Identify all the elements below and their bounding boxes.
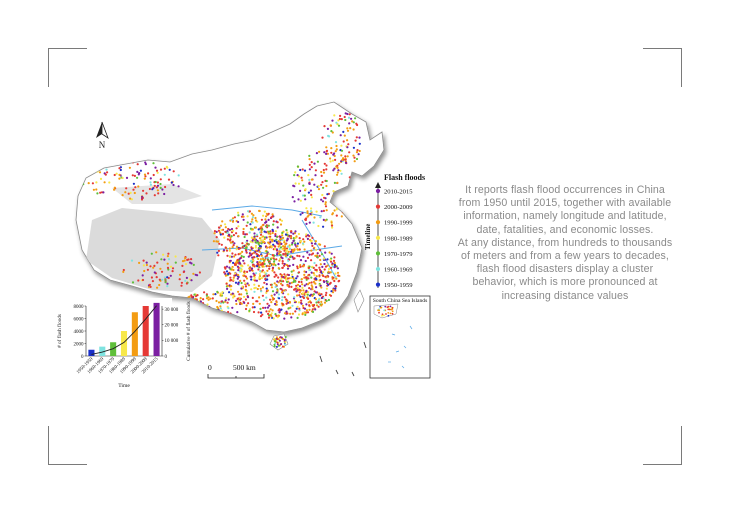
bar [120,331,128,356]
flash-flood-map-figure: N Flash floods Timeline 2010-2015 2000-20… [52,100,442,390]
y-right-tick-label: 20 000 [165,324,179,329]
legend-swatch [375,188,381,194]
frame-corner-top-right [643,48,682,87]
taiwan-island [353,289,365,313]
river-line [201,245,343,257]
hainan-flood-points [273,336,287,348]
legend-swatch [375,266,381,272]
timeline-arrow-icon [375,182,381,188]
legend-item-label: 2000-2009 [384,204,413,211]
bar [142,306,149,356]
inset-title: South China Sea Islands [373,298,428,304]
chart-ylabel: # of flash floods [56,314,63,348]
legend-title: Flash floods [384,173,425,182]
figure-caption: It reports flash flood occurrences in Ch… [456,184,674,303]
legend: Flash floods Timeline 2010-2015 2000-2009… [364,173,425,289]
y-tick-label: 2000 [74,342,85,347]
frame-corner-top-left [48,48,87,87]
y-tick-label: 8000 [74,305,85,310]
legend-timeline-label: Timeline [364,224,372,250]
bar [88,349,95,356]
y-tick-label: 4000 [74,330,85,335]
map-svg: N Flash floods Timeline 2010-2015 2000-20… [54,101,431,390]
legend-item-label: 1960-1969 [384,267,413,274]
basin-terrain [112,184,202,204]
legend-item-label: 1970-1979 [384,251,413,258]
frame-corner-bottom-right [643,426,682,465]
legend-item-label: 1980-1989 [384,235,413,242]
caption-paragraph-2: At any distance, from hundreds to thousa… [457,236,673,302]
legend-swatch [375,282,381,287]
y-right-tick-label: 10 000 [165,339,179,344]
chart-ylabel-right: Cumulative # of flash floods [185,301,192,360]
legend-item-label: 1990-1999 [384,220,413,227]
frame-corner-bottom-left [48,426,87,465]
chart-xlabel: Time [118,383,130,389]
legend-swatch [375,204,381,209]
scale-label-distance: 500 km [233,363,256,372]
china-landmass [75,101,385,351]
north-arrow-icon: N [96,121,109,150]
plateau-terrain [86,208,220,292]
legend-swatch [375,235,381,240]
scale-label-zero: 0 [208,363,212,372]
y-right-tick-label: 30 000 [165,308,179,313]
legend-item-label: 2010-2015 [384,189,413,196]
bar [131,312,138,356]
flood-points [81,112,361,320]
bar [153,302,160,357]
bar [99,346,106,357]
maritime-boundary-marks [319,341,367,377]
south-china-sea-inset: South China Sea Islands [369,295,431,379]
north-label: N [99,140,106,150]
y-tick-label: 6000 [74,317,85,322]
cumulative-line [91,305,157,355]
legend-swatch [375,251,381,256]
scale-bar: 0 500 km [207,363,265,379]
caption-paragraph-1: It reports flash flood occurrences in Ch… [458,184,672,236]
inset-islands [388,325,413,369]
y-tick-label: 0 [81,355,84,360]
legend-swatch [375,220,381,225]
y-right-tick-label: 0 [165,355,168,360]
legend-item-label: 1950-1959 [384,282,413,289]
